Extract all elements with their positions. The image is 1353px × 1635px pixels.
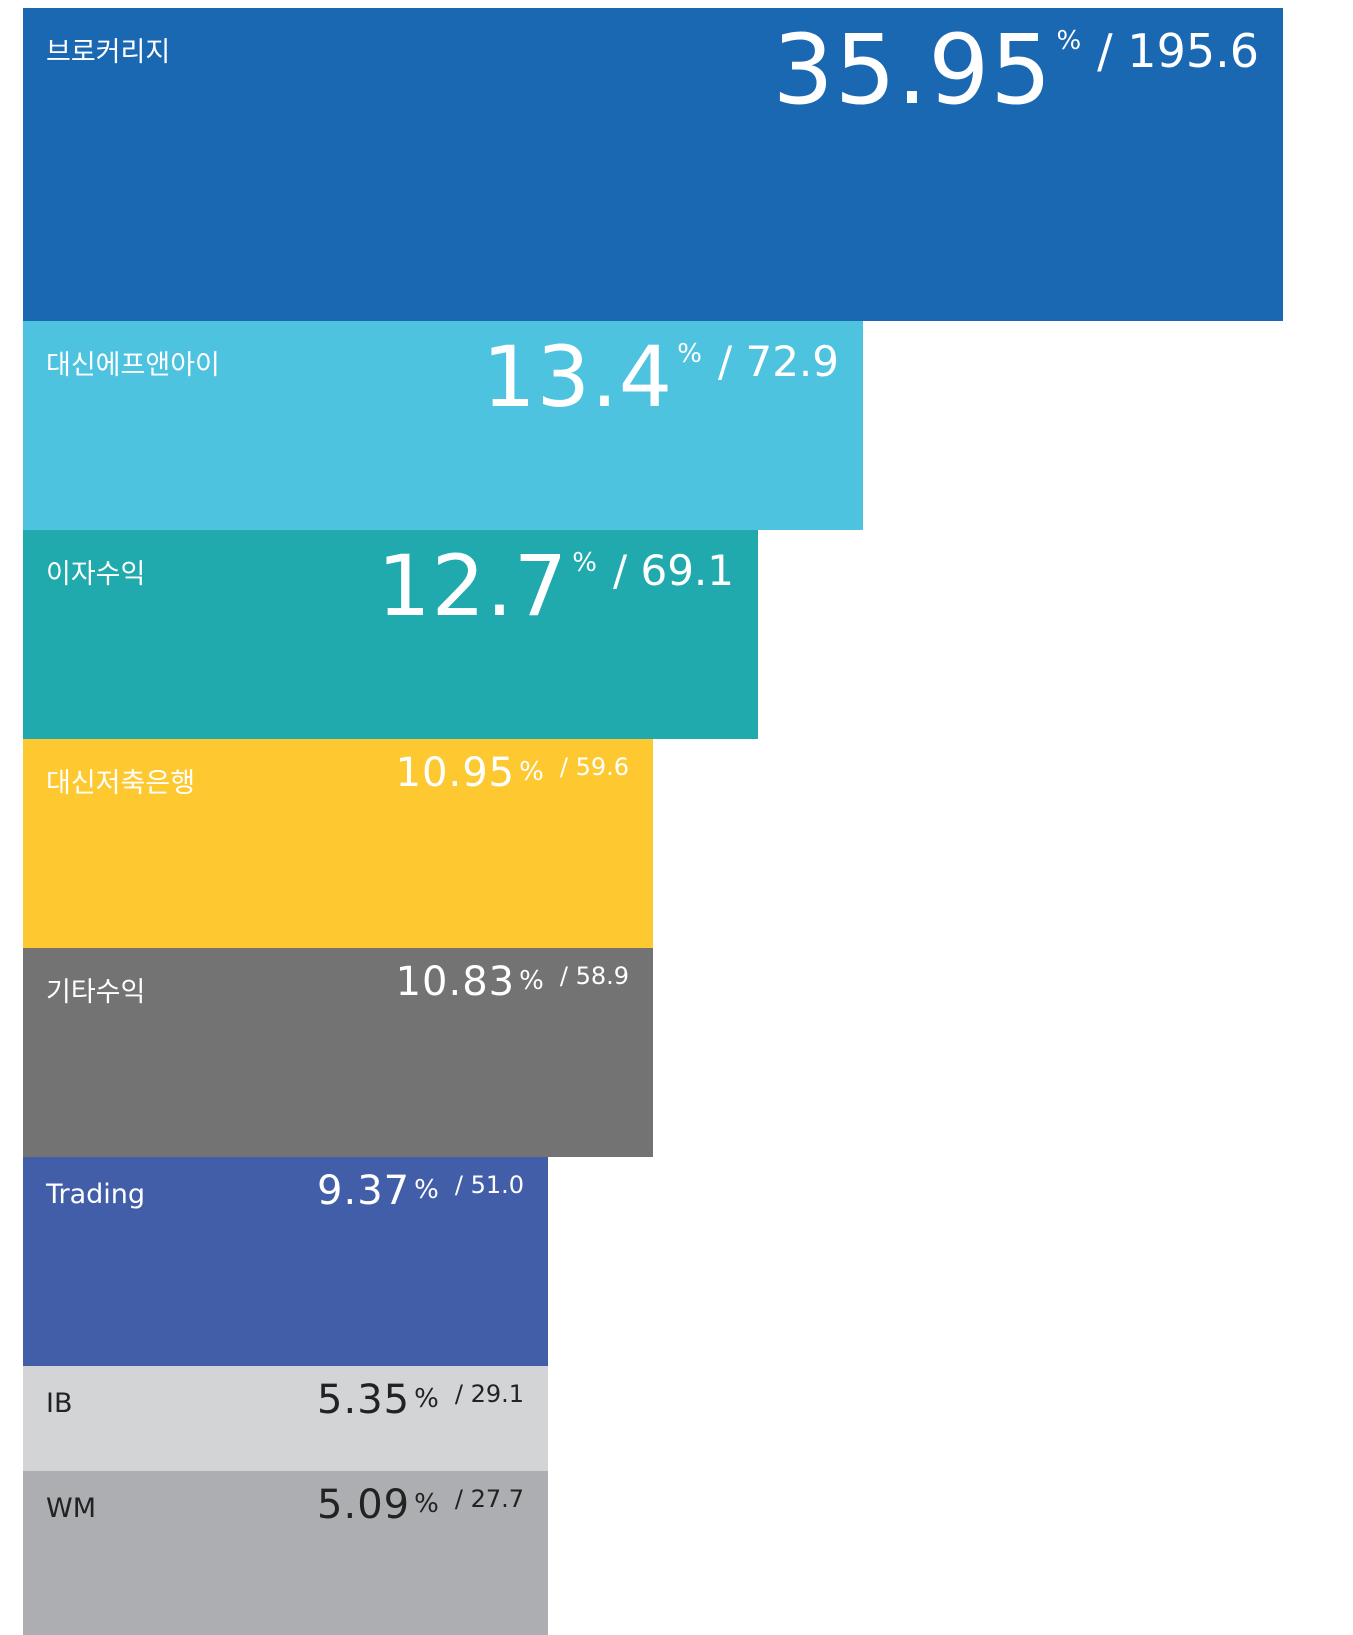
segment-row: 브로커리지 35.95% / 195.6 [23,8,1283,321]
percent: 10.95 [395,750,516,796]
segment-value: 10.95% / 59.6 [396,753,629,793]
segment-label: 이자수익 [46,559,146,590]
amount-block: / 29.1 [455,1382,524,1406]
percent: 9.37 [317,1168,411,1214]
amount-block: / 72.9 [718,341,839,383]
separator: / [1097,24,1113,78]
segment-value: 9.37% / 51.0 [317,1171,524,1211]
amount: 27.7 [470,1485,524,1513]
segment-row: Trading 9.37% / 51.0 [23,1157,548,1366]
percent-unit: % [414,1384,439,1414]
segment-row: 기타수익 10.83% / 58.9 [23,948,653,1157]
amount-block: / 195.6 [1097,28,1259,74]
segment-value: 12.7%/ 69.1 [377,544,734,628]
percent-unit: % [519,966,544,996]
segment-value: 5.35% / 29.1 [317,1380,524,1420]
amount-block: / 58.9 [560,964,629,988]
amount-block: / 27.7 [455,1487,524,1511]
segment-value: 5.09% / 27.7 [317,1485,524,1525]
segment-row: 대신에프앤아이 13.4% / 72.9 [23,321,863,530]
percent-unit: % [1056,26,1082,56]
segment-label: 대신에프앤아이 [46,350,220,381]
amount-block: / 69.1 [613,550,734,592]
amount: 29.1 [470,1380,524,1408]
amount: 51.0 [470,1171,524,1199]
amount-block: / 59.6 [560,755,629,779]
segment-value: 35.95%/ 195.6 [773,22,1259,118]
segment-row: 이자수익 12.7% / 69.1 [23,530,758,739]
segment-row: WM 5.09% / 27.7 [23,1471,548,1635]
amount: 59.6 [575,753,629,781]
percent-unit: % [677,339,702,369]
amount: 58.9 [575,962,629,990]
separator: / [454,1485,463,1513]
segment-label: Trading [46,1179,146,1210]
percent-unit: % [414,1175,439,1205]
separator: / [559,753,568,781]
percent: 5.35 [317,1377,411,1423]
amount: 72.9 [745,337,839,386]
segment-label: 브로커리지 [46,37,171,68]
separator: / [454,1171,463,1199]
amount: 69.1 [640,546,734,595]
segment-value: 10.83% / 58.9 [396,962,629,1002]
segment-row: IB 5.35% / 29.1 [23,1366,548,1471]
percent-unit: % [414,1489,439,1519]
percent: 12.7 [377,537,569,635]
segment-label: 기타수익 [46,977,146,1008]
percent: 13.4 [482,328,674,426]
segment-label: 대신저축은행 [46,768,196,799]
percent-unit: % [572,548,597,578]
segment-label: IB [46,1388,73,1419]
segment-value: 13.4%/ 72.9 [482,335,839,419]
percent-unit: % [519,757,544,787]
separator: / [717,337,733,386]
separator: / [454,1380,463,1408]
percent: 5.09 [317,1482,411,1528]
segment-row: 대신저축은행 10.95% / 59.6 [23,739,653,948]
amount-block: / 51.0 [455,1173,524,1197]
separator: / [559,962,568,990]
separator: / [612,546,628,595]
segment-label: WM [46,1493,96,1524]
amount: 195.6 [1127,24,1259,78]
percent: 35.95 [772,14,1053,126]
percent: 10.83 [395,959,516,1005]
